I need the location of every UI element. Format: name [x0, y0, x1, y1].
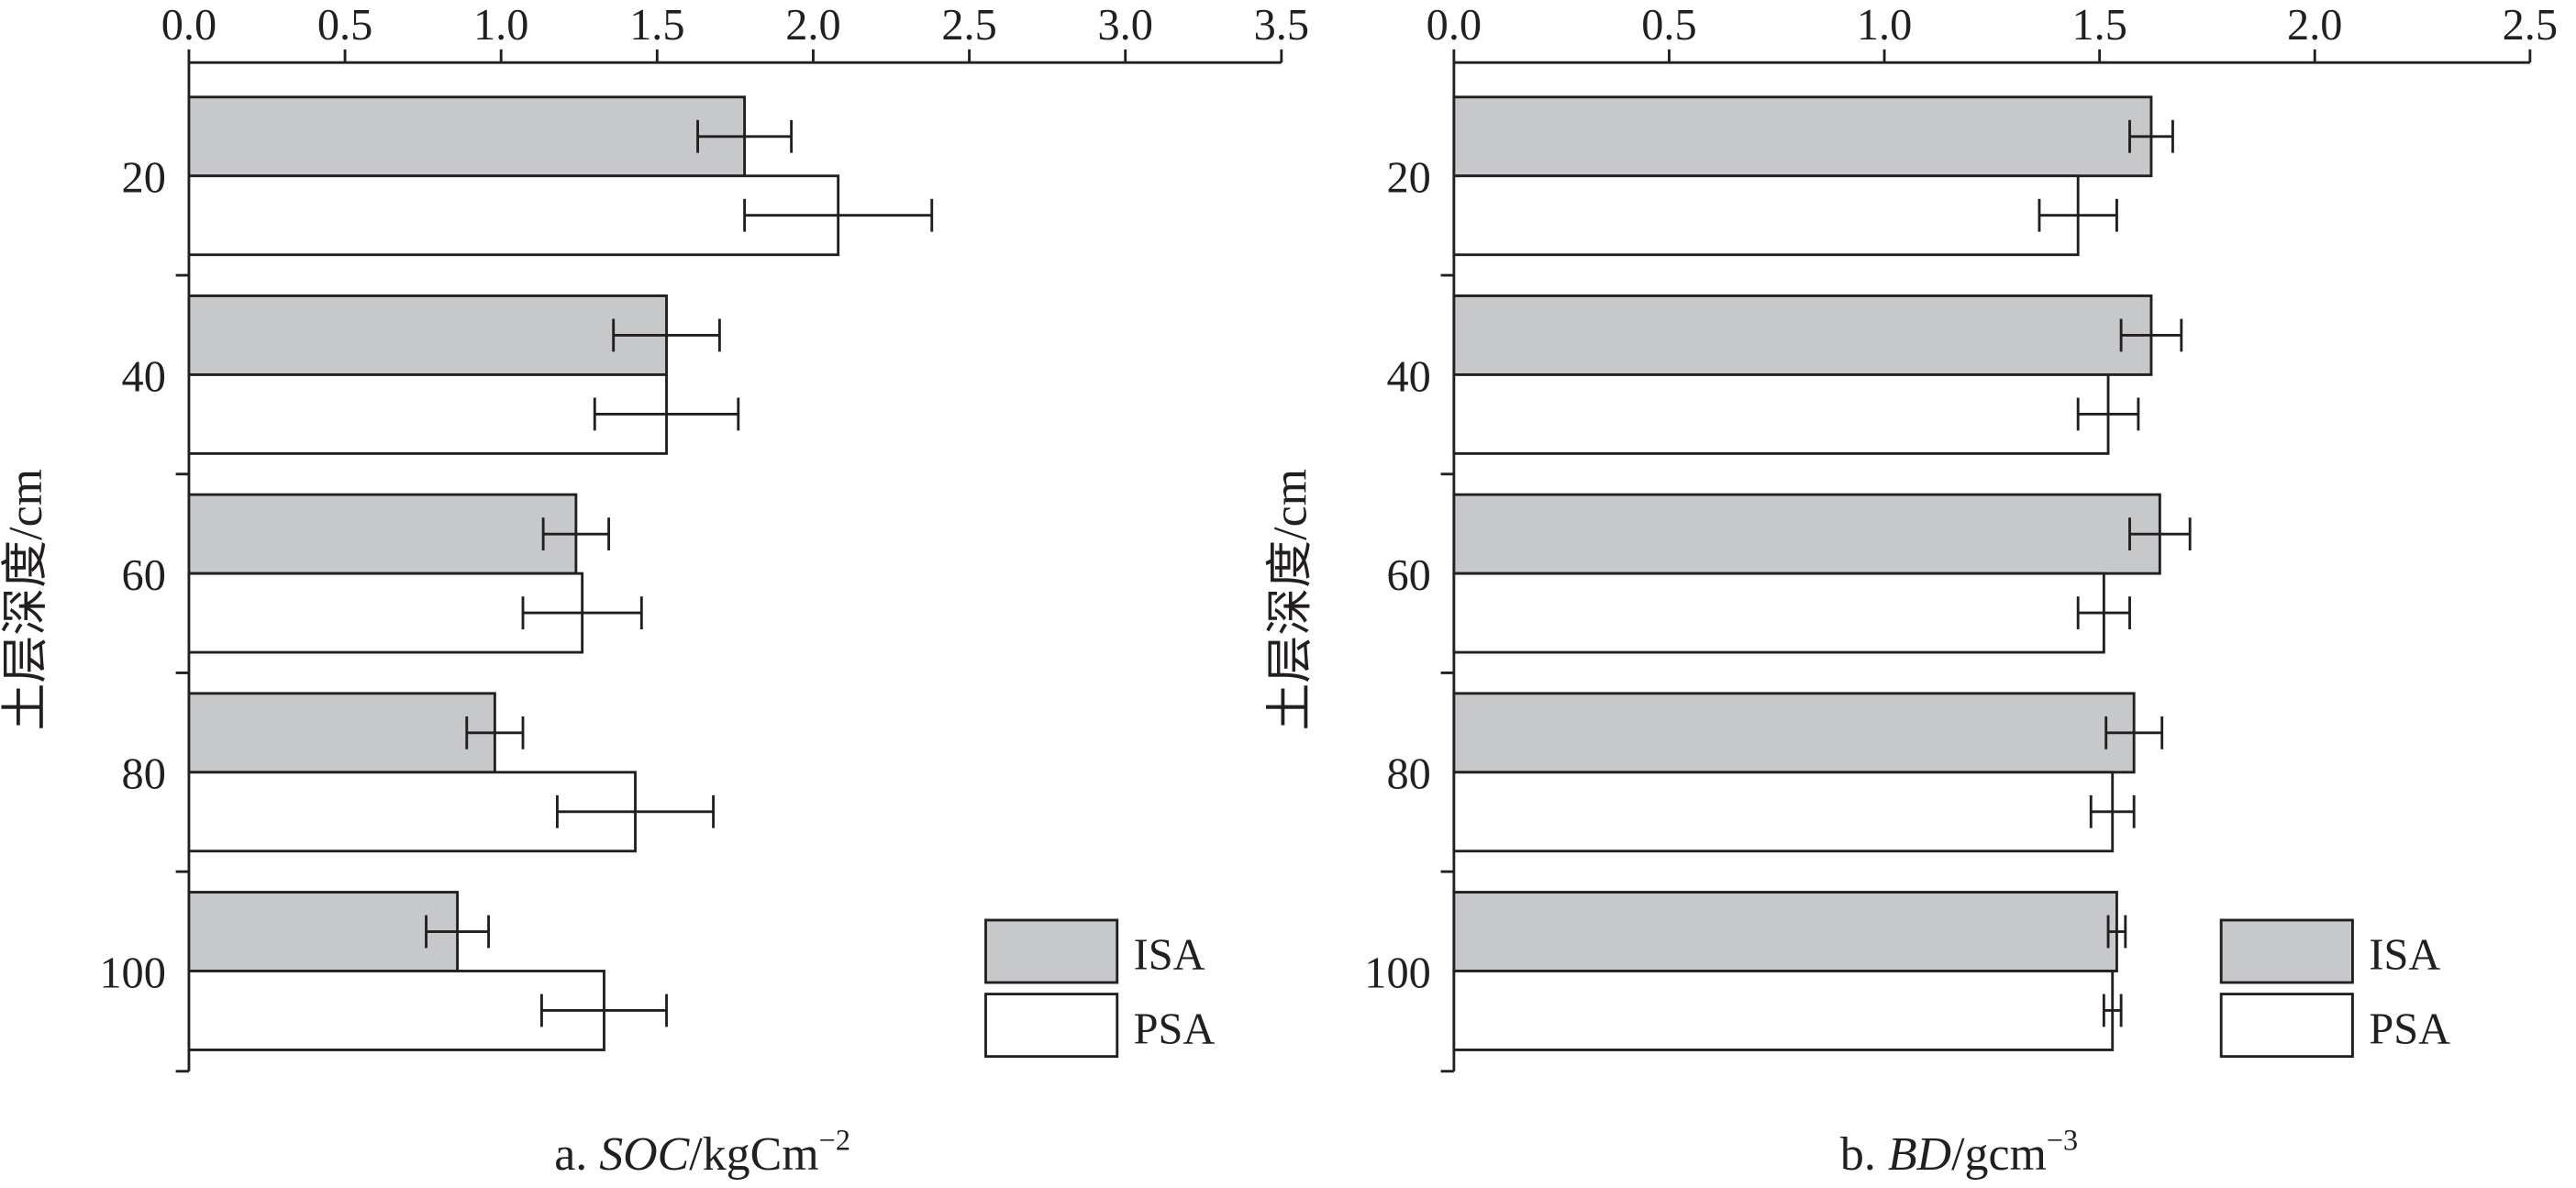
error-bar — [2037, 198, 2118, 232]
x-tick-label: 0.5 — [317, 1, 372, 50]
bar — [187, 174, 840, 257]
legend-label: PSA — [2369, 1005, 2450, 1053]
y-tick-label: 40 — [122, 352, 166, 401]
x-tick-label: 2.5 — [2503, 1, 2558, 50]
bar — [1452, 294, 2153, 376]
bar — [1452, 692, 2136, 774]
x-tick-label: 0.5 — [1641, 1, 1696, 50]
y-tick-label: 60 — [122, 551, 166, 600]
error-bar — [593, 397, 740, 431]
x-tick-label: 2.0 — [2287, 1, 2342, 50]
x-tick-label: 1.5 — [629, 1, 684, 50]
error-bar — [743, 198, 934, 232]
x-tick-label: 1.0 — [473, 1, 528, 50]
y-tick-label: 40 — [1386, 352, 1430, 401]
x-tick-label: 3.0 — [1097, 1, 1152, 50]
legend-label: PSA — [1134, 1005, 1216, 1053]
error-bar — [2076, 397, 2140, 431]
bar — [1452, 572, 2105, 654]
error-bar — [2089, 794, 2136, 828]
error-bar — [2076, 596, 2131, 630]
bar — [1452, 771, 2115, 853]
y-tick-label: 100 — [99, 949, 166, 997]
bar — [187, 493, 578, 575]
y-axis-label: 土层深度/cm — [1265, 469, 1317, 731]
error-bar — [539, 994, 668, 1027]
x-tick-label: 0.0 — [1427, 1, 1482, 50]
x-label-exponent: −2 — [819, 1124, 850, 1157]
error-bar — [521, 596, 643, 630]
error-bar — [612, 318, 721, 352]
error-bar — [541, 517, 611, 551]
y-tick-label: 20 — [1386, 154, 1430, 203]
x-axis-label: b. BD/gcm−3 — [1840, 1124, 2078, 1181]
x-label-prefix: b. — [1840, 1128, 1876, 1181]
x-tick-label: 1.0 — [1857, 1, 1912, 50]
error-bar — [2128, 517, 2192, 551]
x-label-prefix: a. — [554, 1128, 587, 1181]
error-bar — [696, 119, 794, 153]
x-label-variable: SOC — [599, 1128, 690, 1181]
y-tick-label: 20 — [122, 154, 166, 203]
error-bar — [2106, 915, 2127, 949]
bar — [1452, 891, 2118, 972]
x-tick-label: 1.5 — [2071, 1, 2126, 50]
x-tick-label: 2.5 — [941, 1, 996, 50]
bar — [1452, 493, 2161, 575]
bar — [187, 95, 747, 178]
bar — [1452, 970, 2115, 1051]
legend-swatch — [984, 918, 1119, 984]
bar — [187, 692, 496, 774]
error-bar — [2104, 716, 2164, 749]
x-tick-label: 3.5 — [1254, 1, 1309, 50]
x-label-variable: BD — [1888, 1128, 1951, 1181]
bar — [187, 970, 605, 1051]
error-bar — [425, 915, 491, 949]
x-label-unit: /kgCm — [689, 1128, 818, 1181]
error-bar — [2128, 119, 2174, 153]
legend-swatch — [2219, 993, 2354, 1059]
bar — [187, 294, 668, 376]
x-axis-label: a. SOC/kgCm−2 — [554, 1124, 850, 1181]
y-tick-label: 80 — [1386, 750, 1430, 799]
bar — [1452, 372, 2110, 455]
legend-label: ISA — [2369, 931, 2440, 980]
legend-label: ISA — [1134, 931, 1205, 980]
x-tick-label: 2.0 — [785, 1, 840, 50]
error-bar — [465, 716, 525, 749]
x-label-unit: /gcm — [1951, 1128, 2047, 1181]
y-tick-label: 80 — [122, 750, 166, 799]
bar — [1452, 174, 2080, 257]
bar — [1452, 95, 2153, 178]
bar — [187, 891, 459, 972]
legend-swatch — [2219, 918, 2354, 984]
y-axis-label: 土层深度/cm — [0, 469, 52, 731]
error-bar — [2119, 318, 2183, 352]
bar — [187, 572, 584, 654]
x-tick-label: 0.0 — [161, 1, 217, 50]
y-tick-label: 60 — [1386, 551, 1430, 600]
legend-swatch — [984, 993, 1119, 1059]
error-bar — [2102, 994, 2123, 1027]
error-bar — [556, 794, 716, 828]
y-tick-label: 100 — [1364, 949, 1431, 997]
x-label-exponent: −3 — [2047, 1124, 2078, 1157]
